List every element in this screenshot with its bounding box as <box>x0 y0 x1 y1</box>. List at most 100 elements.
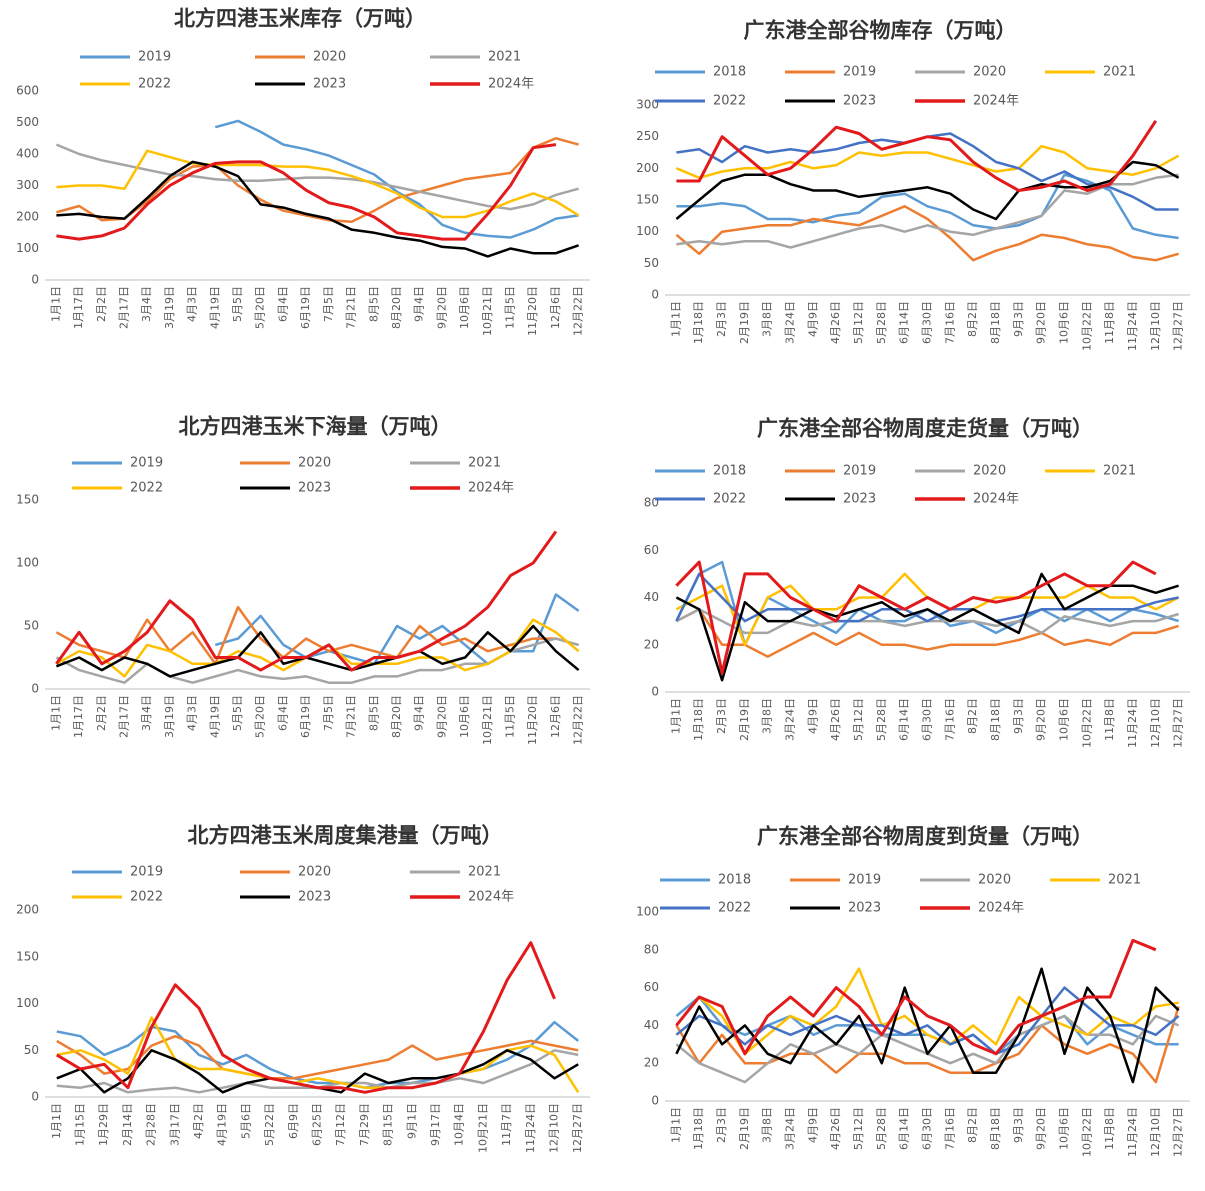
x-tick-label: 7月12日 <box>334 1103 347 1146</box>
legend-label: 2022 <box>718 901 751 916</box>
x-tick-label: 9月4日 <box>413 695 426 731</box>
x-tick-label: 10月22日 <box>1080 698 1093 748</box>
x-tick-label: 12月27日 <box>1172 698 1185 748</box>
x-tick-label: 3月19日 <box>163 695 176 738</box>
x-tick-label: 9月3日 <box>1012 698 1025 734</box>
x-tick-label: 8月20日 <box>390 695 403 738</box>
series-line <box>675 608 1179 658</box>
y-tick-label: 0 <box>651 685 659 699</box>
y-tick-label: 80 <box>644 942 659 956</box>
x-tick-label: 9月17日 <box>429 1103 442 1146</box>
x-tick-label: 7月21日 <box>345 286 358 329</box>
x-tick-label: 5月12日 <box>852 1107 865 1150</box>
x-tick-label: 12月27日 <box>1172 1107 1185 1157</box>
x-tick-label: 4月19日 <box>208 286 221 329</box>
x-tick-label: 5月20日 <box>254 695 267 738</box>
legend-label: 2023 <box>313 77 346 92</box>
x-tick-label: 11月8日 <box>1103 1107 1116 1150</box>
x-tick-label: 6月14日 <box>898 1107 911 1150</box>
x-tick-label: 6月19日 <box>299 286 312 329</box>
legend-label: 2023 <box>298 481 331 496</box>
x-tick-label: 10月6日 <box>458 286 471 329</box>
x-tick-label: 7月16日 <box>943 301 956 344</box>
y-tick-label: 200 <box>16 210 39 224</box>
legend-label: 2019 <box>138 50 171 65</box>
x-tick-label: 6月25日 <box>311 1103 324 1146</box>
x-tick-label: 12月6日 <box>549 286 562 329</box>
legend-label: 2022 <box>130 890 163 905</box>
chart-title: 北方四港玉米库存（万吨） <box>174 6 426 31</box>
x-tick-label: 3月24日 <box>784 698 797 741</box>
x-tick-label: 4月9日 <box>806 1107 819 1143</box>
y-tick-label: 40 <box>644 590 659 604</box>
x-tick-label: 6月19日 <box>299 695 312 738</box>
legend-label: 2020 <box>973 65 1006 80</box>
x-tick-label: 4月19日 <box>216 1103 229 1146</box>
x-tick-label: 11月5日 <box>504 286 517 329</box>
x-tick-label: 3月8日 <box>761 301 774 337</box>
legend-label: 2024年 <box>468 890 514 905</box>
y-tick-label: 150 <box>636 193 659 207</box>
x-tick-label: 7月5日 <box>322 286 335 322</box>
legend-label: 2022 <box>138 77 171 92</box>
legend-label: 2018 <box>713 65 746 80</box>
x-tick-label: 3月4日 <box>140 286 153 322</box>
legend-label: 2019 <box>130 865 163 880</box>
chart-title: 广东港全部谷物周度走货量（万吨） <box>757 416 1093 441</box>
x-tick-label: 8月20日 <box>390 286 403 329</box>
x-tick-label: 7月29日 <box>358 1103 371 1146</box>
x-tick-label: 6月4日 <box>276 695 289 731</box>
x-tick-label: 10月22日 <box>1080 301 1093 351</box>
x-tick-label: 10月22日 <box>1080 1107 1093 1157</box>
x-tick-label: 11月24日 <box>1126 698 1139 748</box>
x-tick-label: 10月21日 <box>476 1103 489 1153</box>
series-line <box>214 119 579 239</box>
x-tick-label: 11月7日 <box>500 1103 513 1146</box>
x-tick-label: 11月24日 <box>1126 1107 1139 1157</box>
x-tick-label: 12月22日 <box>572 286 585 336</box>
x-tick-label: 1月1日 <box>49 286 62 322</box>
legend-label: 2024年 <box>488 77 534 92</box>
legend-label: 2018 <box>713 464 746 479</box>
x-tick-label: 6月4日 <box>276 286 289 322</box>
x-tick-label: 2月19日 <box>738 1107 751 1150</box>
x-tick-label: 11月5日 <box>504 695 517 738</box>
x-tick-label: 12月10日 <box>1149 698 1162 748</box>
legend-label: 2019 <box>130 456 163 471</box>
series-line <box>55 530 558 672</box>
legend-label: 2020 <box>298 865 331 880</box>
y-tick-label: 400 <box>16 147 39 161</box>
series-line <box>55 143 579 211</box>
y-tick-label: 100 <box>636 224 659 238</box>
x-tick-label: 8月2日 <box>966 1107 979 1143</box>
x-tick-label: 9月20日 <box>435 286 448 329</box>
x-tick-label: 11月8日 <box>1103 301 1116 344</box>
legend-label: 2020 <box>973 464 1006 479</box>
y-tick-label: 100 <box>636 905 659 919</box>
chart-title: 广东港全部谷物库存（万吨） <box>744 18 1017 43</box>
y-tick-label: 40 <box>644 1018 659 1032</box>
x-tick-label: 9月3日 <box>1012 1107 1025 1143</box>
x-tick-label: 8月5日 <box>367 286 380 322</box>
x-tick-label: 1月1日 <box>50 1103 63 1139</box>
x-tick-label: 1月15日 <box>74 1103 87 1146</box>
chart-title: 广东港全部谷物周度到货量（万吨） <box>757 824 1093 849</box>
x-tick-label: 2月28日 <box>145 1103 158 1146</box>
y-tick-label: 50 <box>644 256 659 270</box>
series-line <box>676 173 1179 249</box>
x-tick-label: 5月12日 <box>852 698 865 741</box>
legend-label: 2019 <box>843 464 876 479</box>
series-line <box>675 205 1179 262</box>
x-tick-label: 4月26日 <box>829 301 842 344</box>
legend-label: 2019 <box>843 65 876 80</box>
x-tick-label: 1月18日 <box>692 1107 705 1150</box>
x-tick-label: 7月16日 <box>943 698 956 741</box>
x-tick-label: 12月10日 <box>1149 1107 1162 1157</box>
y-tick-label: 0 <box>651 288 659 302</box>
x-tick-label: 1月1日 <box>669 698 682 734</box>
series-line <box>55 624 580 678</box>
legend-label: 2022 <box>130 481 163 496</box>
x-tick-label: 1月1日 <box>49 695 62 731</box>
x-tick-label: 4月3日 <box>186 286 199 322</box>
legend-label: 2021 <box>488 50 521 65</box>
